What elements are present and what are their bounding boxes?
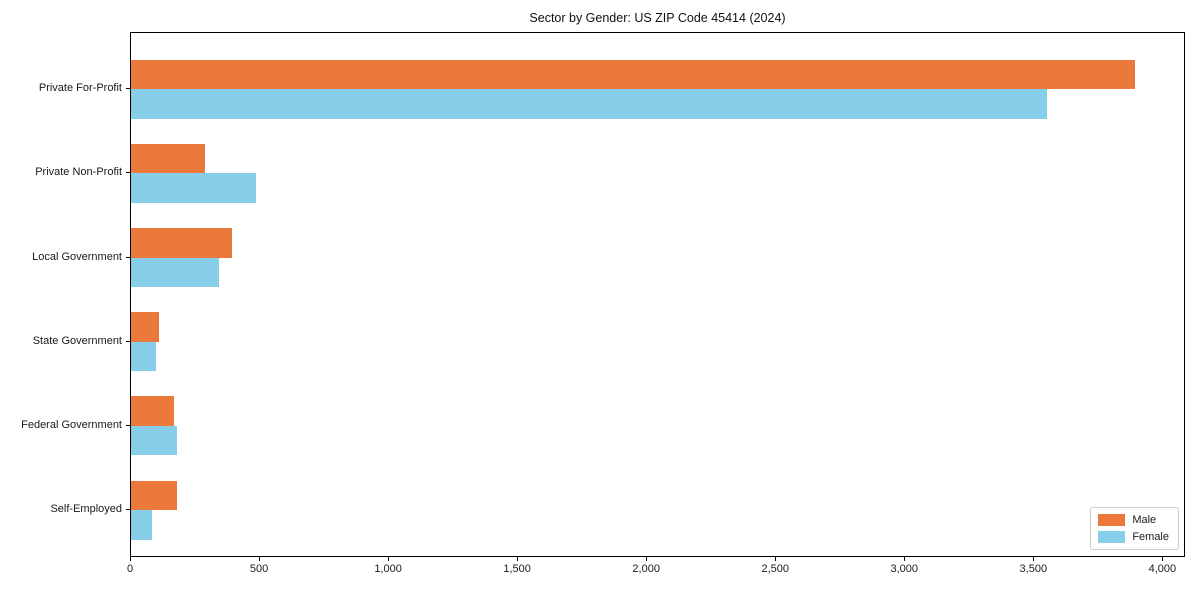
bar-male-4 bbox=[131, 396, 174, 426]
y-tick-label-1: Private Non-Profit bbox=[35, 166, 122, 179]
x-tick-label-5: 2,500 bbox=[761, 563, 789, 575]
x-tick-label-8: 4,000 bbox=[1148, 563, 1177, 575]
x-tick-label-6: 3,000 bbox=[890, 563, 919, 575]
x-tick-3 bbox=[517, 557, 519, 561]
x-tick-label-1: 500 bbox=[249, 563, 269, 575]
bar-male-5 bbox=[131, 480, 178, 511]
x-tick-1 bbox=[259, 557, 261, 561]
y-tick-4 bbox=[126, 424, 130, 426]
y-tick-2 bbox=[126, 256, 130, 258]
y-tick-label-4: Federal Government bbox=[21, 418, 122, 431]
plot-area: Male Female bbox=[130, 32, 1185, 557]
y-tick-0 bbox=[126, 88, 130, 90]
x-tick-label-7: 3,500 bbox=[1019, 563, 1048, 575]
y-tick-label-0: Private For-Profit bbox=[38, 82, 122, 95]
y-tick-label-2: Local Government bbox=[32, 250, 122, 263]
legend-swatch-male-icon bbox=[1098, 514, 1126, 526]
legend-entry-male: Male bbox=[1098, 514, 1169, 526]
legend-label-male: Male bbox=[1132, 514, 1157, 526]
x-tick-5 bbox=[775, 557, 777, 561]
bar-male-2 bbox=[131, 228, 232, 258]
chart-title: Sector by Gender: US ZIP Code 45414 (202… bbox=[529, 11, 786, 25]
x-tick-2 bbox=[388, 557, 390, 561]
x-tick-7 bbox=[1033, 557, 1035, 561]
bar-female-1 bbox=[131, 173, 257, 203]
legend-label-female: Female bbox=[1132, 531, 1169, 543]
x-tick-8 bbox=[1162, 557, 1164, 561]
y-tick-label-5: Self-Employed bbox=[50, 503, 122, 516]
legend-entry-female: Female bbox=[1098, 531, 1169, 543]
y-tick-1 bbox=[126, 172, 130, 174]
x-tick-label-4: 2,000 bbox=[632, 563, 660, 575]
y-tick-label-3: State Government bbox=[32, 334, 122, 347]
bar-male-3 bbox=[131, 312, 160, 342]
x-tick-0 bbox=[130, 557, 131, 561]
bar-male-0 bbox=[131, 59, 1135, 90]
bar-female-5 bbox=[131, 510, 152, 540]
y-tick-5 bbox=[126, 509, 130, 511]
legend-swatch-female-icon bbox=[1098, 531, 1126, 543]
bar-female-3 bbox=[131, 341, 156, 372]
x-tick-label-3: 1,500 bbox=[503, 563, 531, 575]
bar-female-0 bbox=[131, 89, 1048, 119]
bar-female-2 bbox=[131, 257, 219, 287]
bar-female-4 bbox=[131, 425, 178, 456]
x-tick-4 bbox=[646, 557, 648, 561]
x-tick-label-2: 1,000 bbox=[374, 563, 402, 575]
bar-male-1 bbox=[131, 143, 205, 174]
x-tick-label-0: 0 bbox=[126, 563, 134, 575]
x-tick-6 bbox=[904, 557, 906, 561]
y-tick-3 bbox=[126, 340, 130, 342]
legend: Male Female bbox=[1090, 507, 1179, 550]
